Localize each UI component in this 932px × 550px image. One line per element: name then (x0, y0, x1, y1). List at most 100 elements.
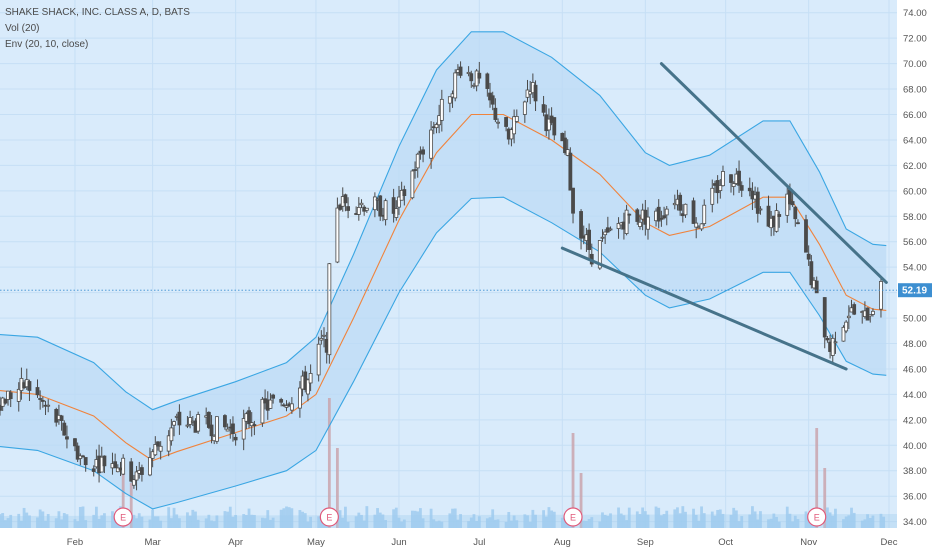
volume-bar (826, 507, 829, 528)
volume-bar (879, 513, 883, 528)
volume-bar (410, 510, 414, 528)
volume-bar (831, 515, 835, 528)
candle (289, 397, 294, 414)
candle (565, 139, 570, 157)
volume-bar (394, 507, 398, 528)
volume-bar (250, 514, 254, 528)
volume-bar (866, 514, 869, 528)
candle-body (378, 195, 383, 217)
volume-bar (547, 507, 551, 528)
candle-body (777, 214, 782, 217)
candle (804, 214, 808, 253)
candle-body (233, 436, 238, 441)
candle-body (453, 72, 458, 99)
candle-body (81, 455, 85, 458)
volume-bar (718, 509, 722, 528)
candle-body (209, 424, 214, 437)
volume-bar (338, 510, 342, 528)
candle-body (383, 200, 388, 221)
candle (512, 109, 517, 144)
candle-body (223, 415, 227, 428)
candle (271, 393, 276, 404)
candle-body (846, 315, 851, 319)
candle-body (541, 104, 546, 113)
volume-bar (151, 509, 155, 528)
volume-bar (94, 506, 98, 528)
candle-body (91, 468, 96, 472)
candle-body (158, 445, 163, 452)
candle (662, 206, 666, 220)
y-tick-label: 60.00 (903, 186, 927, 197)
candle-body (394, 208, 399, 218)
volume-bar (22, 507, 26, 528)
candle (616, 217, 621, 239)
y-tick-label: 74.00 (903, 8, 927, 19)
candle-body (439, 98, 444, 121)
candle (185, 416, 190, 429)
candle-body (737, 170, 741, 186)
candle-body (702, 204, 707, 224)
volume-bar (467, 521, 470, 528)
volume-bar (785, 506, 789, 528)
candle (477, 61, 482, 84)
candle (678, 192, 683, 216)
volume-bar (354, 516, 358, 528)
volume-bar (400, 521, 404, 528)
volume-bar (681, 506, 685, 528)
candle-body (822, 297, 827, 338)
x-tick-label: Jul (473, 537, 485, 548)
volume-bar (100, 515, 104, 528)
volume-bar (882, 516, 886, 528)
volume-bar (282, 508, 286, 528)
volume-bar (228, 506, 232, 528)
x-tick-label: Aug (554, 537, 571, 548)
candle (413, 161, 417, 179)
volume-bar (234, 514, 238, 528)
volume-bar (868, 517, 872, 528)
candle-body (83, 457, 88, 466)
volume-bar (863, 519, 867, 528)
candle-body (338, 204, 342, 210)
candle (62, 420, 67, 436)
candle-body (364, 207, 369, 211)
volume-bar (111, 511, 114, 528)
y-tick-label: 38.00 (903, 466, 927, 477)
x-tick-label: Jun (391, 537, 406, 548)
candle (153, 436, 158, 456)
candle (852, 302, 857, 316)
candle-body (563, 137, 567, 154)
candle-body (814, 280, 819, 294)
volume-bar (751, 506, 754, 528)
candle (91, 465, 96, 477)
volume-bar (397, 517, 401, 528)
volume-bar (734, 510, 738, 528)
candle-body (260, 398, 265, 424)
volume-bar (210, 520, 213, 528)
volume-legend: Vol (20) (5, 23, 40, 34)
volume-bar (697, 520, 701, 528)
volume-bar (453, 508, 457, 528)
candle-body (790, 201, 795, 206)
candle-body (871, 310, 875, 315)
volume-bar (769, 518, 773, 528)
candle-body (410, 170, 415, 199)
volume-bar (188, 515, 192, 528)
volume-bar (269, 519, 272, 528)
candle (391, 188, 396, 223)
candle-body (766, 205, 771, 227)
candle (453, 69, 458, 102)
volume-bar (365, 506, 369, 528)
candle (359, 199, 364, 209)
volume-bar (317, 516, 321, 528)
candle (3, 398, 8, 405)
volume-bar (590, 517, 594, 528)
candle-body (214, 416, 219, 442)
chart-legend: SHAKE SHACK, INC. CLASS A, D, BATS Vol (… (5, 5, 190, 53)
volume-bar (36, 517, 39, 528)
candle (397, 185, 401, 215)
volume-bar (271, 517, 275, 528)
volume-bar (823, 468, 827, 528)
candle-body (59, 415, 64, 421)
y-tick-label: 50.00 (903, 314, 927, 325)
candle-body (552, 117, 557, 136)
